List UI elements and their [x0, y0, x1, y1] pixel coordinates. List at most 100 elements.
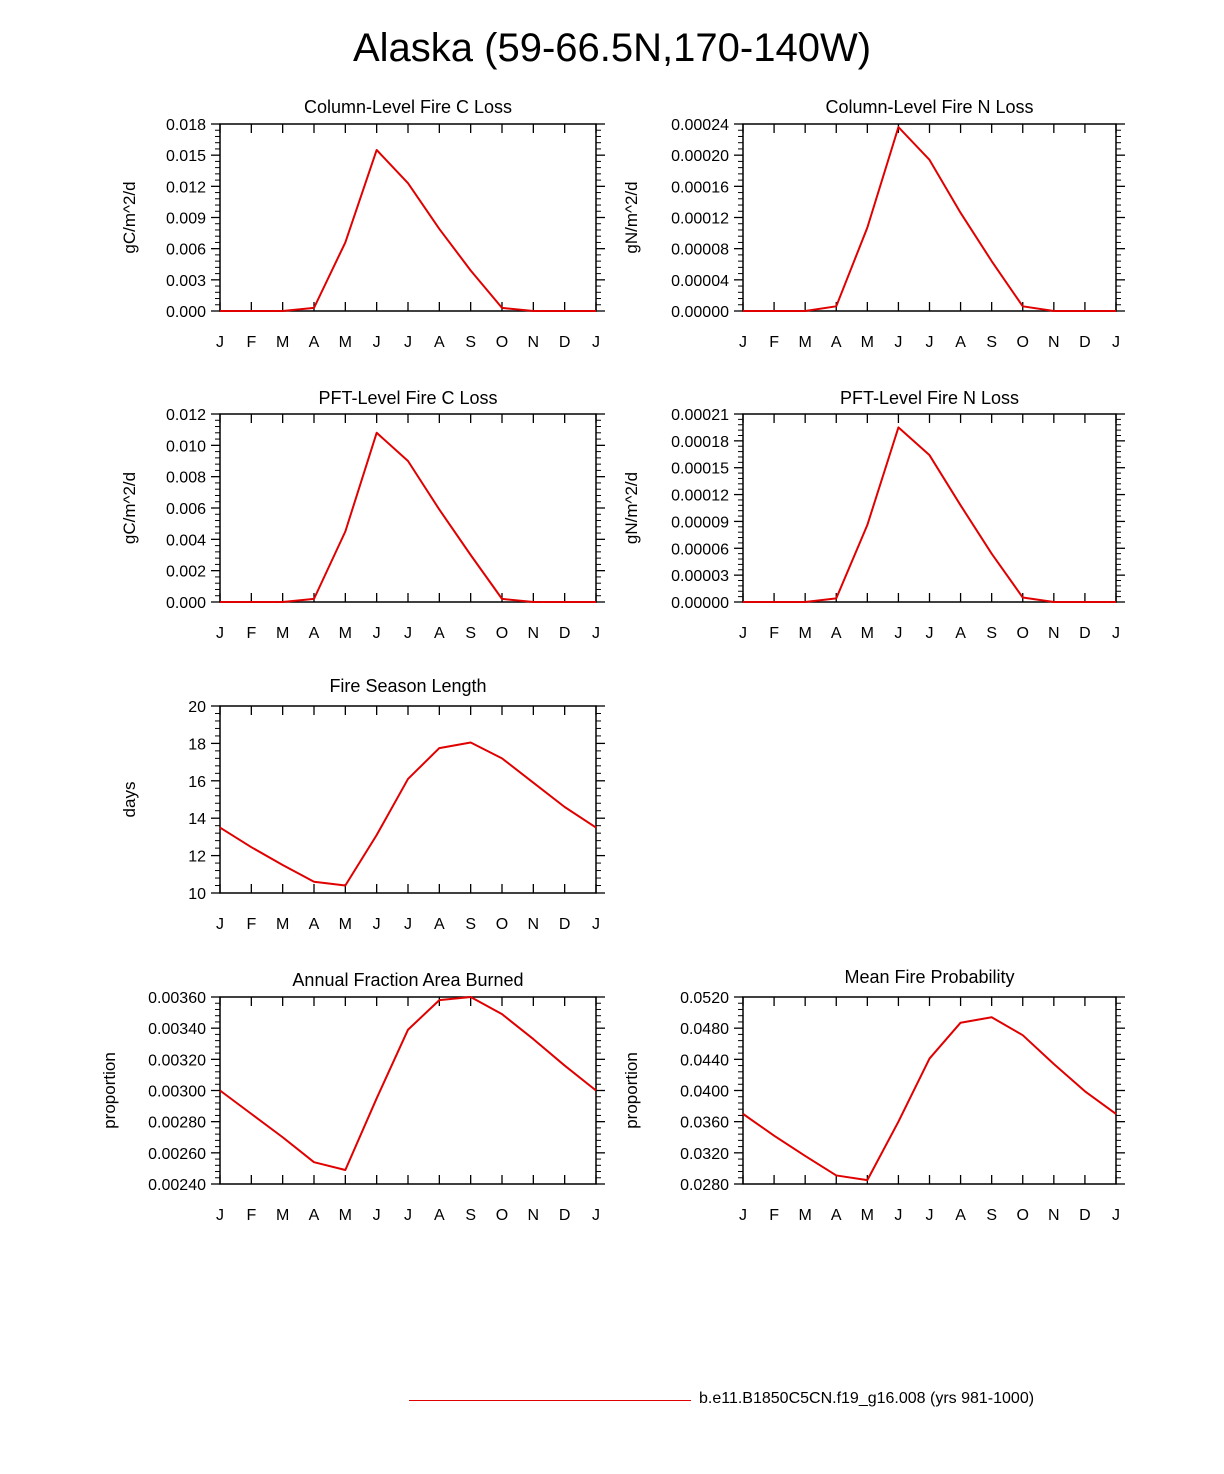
y-tick-label: 0.008 [166, 470, 206, 487]
x-tick-label: J [739, 1207, 747, 1224]
x-tick-label: J [216, 334, 224, 351]
x-tick-label: S [465, 334, 476, 351]
plot-frame [219, 705, 597, 894]
y-tick-label: 0.004 [166, 532, 206, 549]
y-tick-label: 0.00020 [671, 148, 729, 165]
chart-title: Fire Season Length [329, 676, 486, 696]
series-line [220, 148, 596, 312]
y-tick-label: 0.00016 [671, 179, 729, 196]
series-line [743, 126, 1116, 312]
y-tick-label: 0.00012 [671, 488, 729, 505]
x-tick-label: N [528, 916, 540, 933]
y-tick-label: 0.00012 [671, 211, 729, 228]
x-tick-label: M [799, 1207, 812, 1224]
chart-title: Column-Level Fire C Loss [304, 97, 512, 117]
x-tick-label: A [434, 916, 445, 933]
x-tick-label: J [926, 625, 934, 642]
y-tick-label: 0.002 [166, 564, 206, 581]
x-tick-label: M [799, 625, 812, 642]
x-tick-label: M [799, 334, 812, 351]
chart-pft-n-loss: J F M A M J J A S O N D J 0.00000 0.00003 0.00006 0.0000… [622, 388, 1125, 642]
x-tick-label: A [309, 916, 320, 933]
x-tick-label: O [1017, 1207, 1029, 1224]
y-tick-label: 0.00021 [671, 407, 729, 424]
x-tick-label: D [559, 1207, 571, 1224]
x-tick-label: F [769, 625, 779, 642]
x-tick-label: J [216, 625, 224, 642]
x-tick-label: M [861, 625, 874, 642]
y-tick-label: 20 [188, 699, 206, 716]
y-tick-label: 0.00280 [148, 1115, 206, 1132]
y-tick-label: 0.00009 [671, 514, 729, 531]
x-tick-label: J [373, 916, 381, 933]
y-tick-label: 16 [188, 774, 206, 791]
x-tick-label: J [373, 334, 381, 351]
y-tick-label: 0.018 [166, 117, 206, 134]
chart-title: PFT-Level Fire N Loss [840, 388, 1019, 408]
y-tick-label: 0.00240 [148, 1177, 206, 1194]
x-tick-label: A [955, 334, 966, 351]
x-tick-label: N [528, 1207, 540, 1224]
y-tick-label: 0.006 [166, 501, 206, 518]
x-tick-label: F [246, 916, 256, 933]
x-tick-label: S [465, 916, 476, 933]
x-tick-label: J [926, 1207, 934, 1224]
y-tick-label: 0.010 [166, 438, 206, 455]
x-tick-label: A [309, 625, 320, 642]
series-line [219, 741, 597, 887]
plot-frame [219, 123, 597, 312]
x-tick-label: M [339, 1207, 352, 1224]
x-tick-label: N [528, 625, 540, 642]
x-tick-label: A [434, 625, 445, 642]
y-tick-label: 0.00015 [671, 461, 729, 478]
y-tick-label: 14 [188, 811, 206, 828]
x-tick-label: F [769, 1207, 779, 1224]
chart-title: Annual Fraction Area Burned [292, 970, 523, 990]
y-tick-label: 18 [188, 736, 206, 753]
y-tick-label: 0.0400 [680, 1084, 729, 1101]
y-axis-label: gC/m^2/d [120, 472, 139, 544]
x-tick-label: M [861, 1207, 874, 1224]
x-tick-label: A [831, 1207, 842, 1224]
y-tick-label: 0.0440 [680, 1052, 729, 1069]
x-tick-label: J [404, 334, 412, 351]
y-tick-label: 0.000 [166, 304, 206, 321]
x-tick-label: M [339, 334, 352, 351]
x-tick-label: O [1017, 334, 1029, 351]
x-tick-label: F [246, 1207, 256, 1224]
y-tick-label: 0.00360 [148, 990, 206, 1007]
x-tick-label: N [1048, 334, 1060, 351]
x-tick-label: M [339, 916, 352, 933]
chart-pft-c-loss: J F M A M J J A S O N D J 0.000 0.002 0.004 0.006 0.008 0.… [120, 388, 605, 642]
y-axis-label: proportion [100, 1052, 119, 1129]
y-tick-label: 0.000 [166, 595, 206, 612]
y-tick-label: 0.006 [166, 242, 206, 259]
y-tick-label: 0.00006 [671, 541, 729, 558]
x-tick-label: M [861, 334, 874, 351]
x-tick-label: J [373, 1207, 381, 1224]
x-tick-label: J [739, 334, 747, 351]
x-tick-label: S [986, 1207, 997, 1224]
series-line [219, 996, 597, 1171]
y-tick-label: 0.012 [166, 407, 206, 424]
y-tick-label: 0.0280 [680, 1177, 729, 1194]
x-tick-label: F [769, 334, 779, 351]
x-tick-label: N [1048, 625, 1060, 642]
x-tick-label: D [559, 625, 571, 642]
series-line [220, 431, 596, 603]
y-tick-label: 0.0520 [680, 990, 729, 1007]
x-tick-label: J [739, 625, 747, 642]
x-tick-label: O [496, 1207, 508, 1224]
x-tick-label: J [894, 334, 902, 351]
chart-title: PFT-Level Fire C Loss [318, 388, 497, 408]
x-tick-label: A [831, 334, 842, 351]
x-tick-label: N [528, 334, 540, 351]
x-tick-label: A [955, 625, 966, 642]
y-tick-label: 0.009 [166, 211, 206, 228]
x-tick-label: N [1048, 1207, 1060, 1224]
series-line [743, 426, 1116, 603]
y-tick-label: 0.00003 [671, 568, 729, 585]
x-tick-label: A [955, 1207, 966, 1224]
y-tick-label: 0.012 [166, 179, 206, 196]
